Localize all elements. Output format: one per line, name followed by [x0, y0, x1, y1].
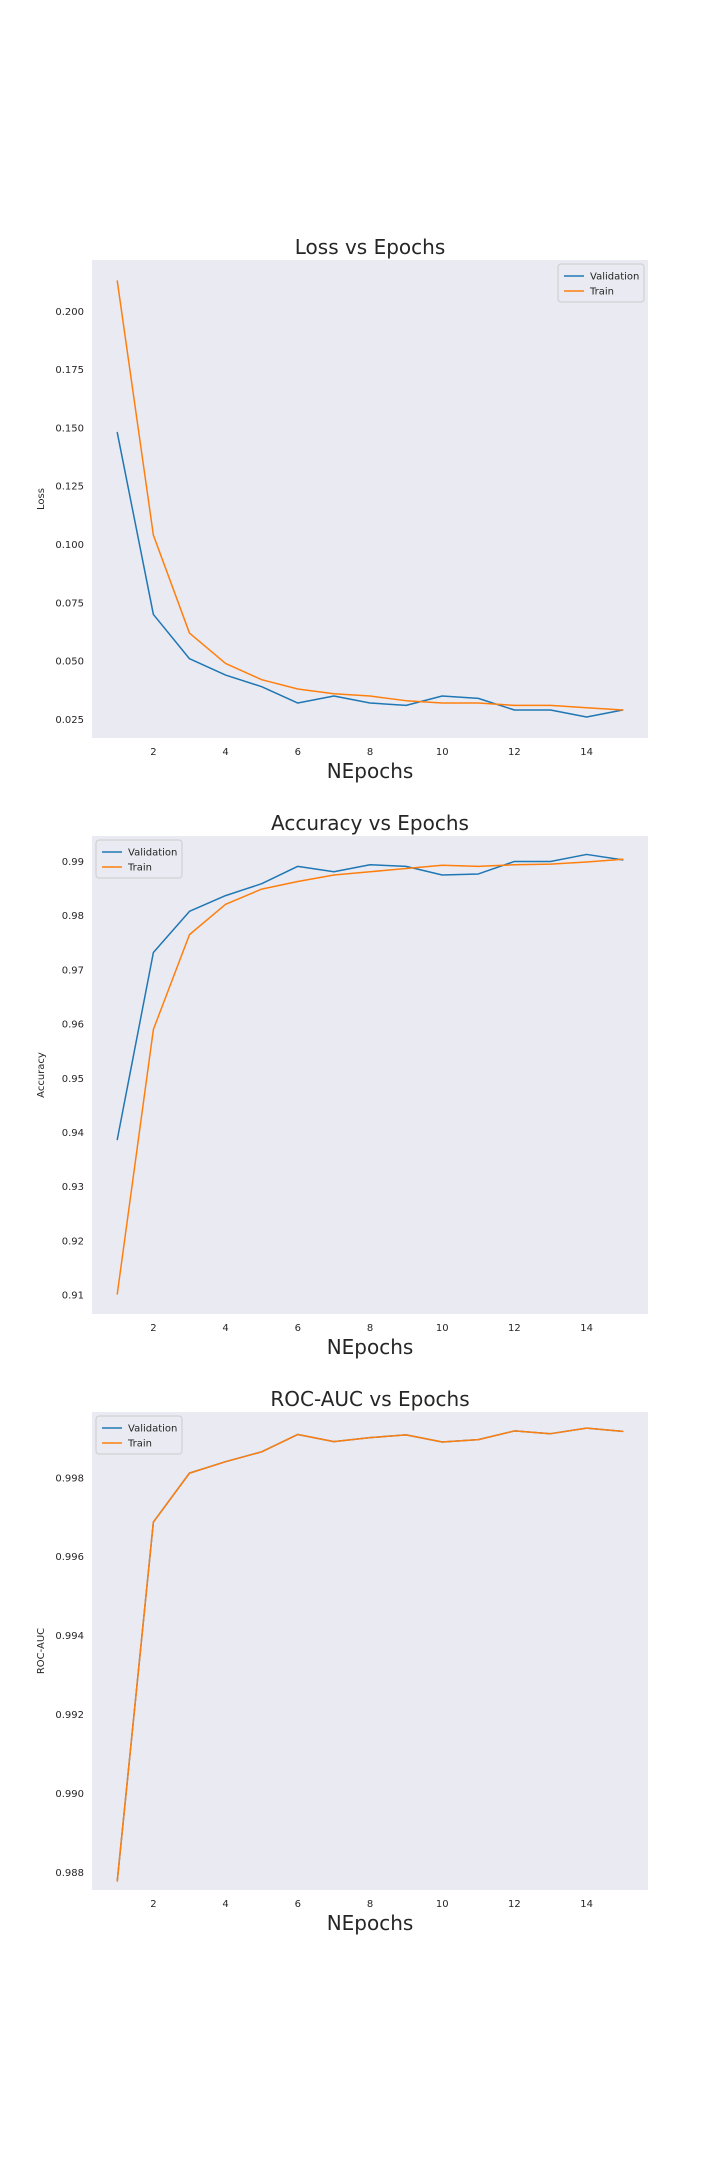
legend: Validation Train	[557, 263, 645, 303]
x-tick-label: 2	[150, 1323, 156, 1334]
legend-label-train: Train	[127, 1439, 152, 1450]
series-line-train	[116, 858, 624, 1295]
y-tick-label: 0.125	[55, 482, 84, 493]
y-tick-label: 0.988	[55, 1868, 84, 1879]
x-tick-label: 14	[580, 1323, 593, 1334]
x-tick-label: 8	[367, 747, 373, 758]
chart-title: ROC-AUC vs Epochs	[270, 1387, 469, 1411]
plot-area	[92, 260, 648, 738]
y-tick-label: 0.998	[55, 1473, 84, 1484]
legend: Validation Train	[95, 839, 183, 879]
y-tick-label: 0.200	[55, 307, 84, 318]
legend-label-train: Train	[589, 287, 614, 298]
y-axis-label: Loss	[36, 488, 47, 510]
x-axis-label: NEpochs	[327, 759, 414, 783]
y-tick-label: 0.99	[62, 857, 84, 868]
legend-box	[95, 1415, 183, 1455]
x-tick-label: 4	[222, 1323, 228, 1334]
x-tick-label: 2	[150, 747, 156, 758]
legend-box	[95, 839, 183, 879]
legend: Validation Train	[95, 1415, 183, 1455]
y-tick-label: 0.92	[62, 1236, 84, 1247]
legend-label-train: Train	[127, 863, 152, 874]
x-tick-label: 4	[222, 1899, 228, 1910]
x-tick-label: 10	[436, 1323, 449, 1334]
x-tick-label: 8	[367, 1323, 373, 1334]
x-tick-label: 12	[508, 1323, 521, 1334]
x-tick-label: 12	[508, 747, 521, 758]
y-tick-label: 0.992	[55, 1710, 84, 1721]
y-tick-label: 0.990	[55, 1789, 84, 1800]
y-tick-label: 0.050	[55, 657, 84, 668]
x-tick-label: 10	[436, 1899, 449, 1910]
x-tick-label: 2	[150, 1899, 156, 1910]
legend-label-validation: Validation	[128, 848, 177, 859]
series-line-validation	[116, 431, 624, 718]
legend-label-validation: Validation	[128, 1424, 177, 1435]
x-tick-label: 6	[295, 747, 301, 758]
y-tick-label: 0.100	[55, 540, 84, 551]
x-tick-label: 14	[580, 747, 593, 758]
chart-title: Loss vs Epochs	[295, 235, 446, 259]
series-line-validation	[116, 853, 624, 1141]
plot-area	[92, 836, 648, 1314]
y-tick-label: 0.175	[55, 365, 84, 376]
chart-3: ROC-AUC vs Epochs NEpochs ROC-AUC 2 4 6 8 10 12 1…	[36, 1387, 648, 1935]
x-tick-label: 8	[367, 1899, 373, 1910]
series-line-train	[116, 280, 624, 711]
series-line-train	[116, 1427, 624, 1882]
legend-label-validation: Validation	[590, 272, 639, 283]
y-tick-label: 0.94	[62, 1128, 84, 1139]
y-tick-label: 0.95	[62, 1074, 84, 1085]
plot-area	[92, 1412, 648, 1890]
y-tick-label: 0.98	[62, 911, 84, 922]
x-tick-label: 10	[436, 747, 449, 758]
x-tick-label: 12	[508, 1899, 521, 1910]
y-tick-label: 0.91	[62, 1291, 84, 1302]
chart-2: Accuracy vs Epochs NEpochs Accuracy 2 4 6 8 10 1…	[36, 811, 648, 1359]
y-tick-label: 0.075	[55, 598, 84, 609]
y-tick-label: 0.97	[62, 965, 84, 976]
x-tick-label: 4	[222, 747, 228, 758]
y-tick-label: 0.994	[55, 1631, 84, 1642]
x-axis-label: NEpochs	[327, 1335, 414, 1359]
legend-box	[557, 263, 645, 303]
chart-1: Loss vs Epochs NEpochs Loss 2 4 6 8 10 12 14 0.025…	[36, 235, 648, 783]
y-tick-label: 0.96	[62, 1020, 84, 1031]
y-tick-label: 0.996	[55, 1552, 84, 1563]
x-axis-label: NEpochs	[327, 1911, 414, 1935]
y-axis-label: ROC-AUC	[36, 1628, 47, 1674]
y-tick-label: 0.150	[55, 423, 84, 434]
y-tick-label: 0.93	[62, 1182, 84, 1193]
x-tick-label: 14	[580, 1899, 593, 1910]
y-axis-label: Accuracy	[36, 1052, 47, 1098]
x-tick-label: 6	[295, 1323, 301, 1334]
y-tick-label: 0.025	[55, 715, 84, 726]
chart-title: Accuracy vs Epochs	[271, 811, 469, 835]
x-tick-label: 6	[295, 1899, 301, 1910]
